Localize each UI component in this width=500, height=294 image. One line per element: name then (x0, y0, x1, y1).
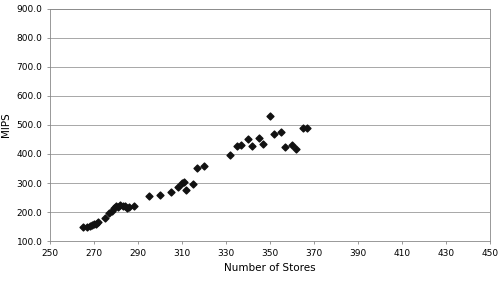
Point (123, 205, 131, 210)
Point (108, 208, 116, 213)
Point (94, 220, 102, 225)
Point (88, 223, 96, 228)
Point (200, 163, 208, 168)
Point (244, 137, 252, 142)
Point (79, 224, 87, 229)
Point (130, 203, 138, 208)
Y-axis label: MIPS: MIPS (1, 113, 11, 137)
Point (121, 204, 129, 209)
Point (189, 182, 197, 187)
Point (112, 204, 120, 209)
Point (101, 216, 109, 220)
Point (182, 188, 190, 193)
X-axis label: Number of Stores: Number of Stores (224, 263, 316, 273)
Point (84, 225, 92, 230)
Point (194, 166, 202, 171)
Point (118, 203, 126, 208)
Point (180, 179, 188, 184)
Point (299, 126, 307, 130)
Point (114, 204, 122, 209)
Point (156, 193, 164, 198)
Point (116, 203, 124, 207)
Point (106, 211, 114, 216)
Point (304, 126, 312, 131)
Point (145, 194, 153, 198)
Point (125, 204, 133, 209)
Point (86, 224, 94, 228)
Point (178, 181, 186, 186)
Point (277, 130, 285, 135)
Point (282, 144, 290, 149)
Point (233, 143, 241, 148)
Point (288, 143, 296, 148)
Point (174, 185, 182, 190)
Point (266, 114, 274, 118)
Point (167, 189, 175, 194)
Point (226, 153, 234, 158)
Point (110, 205, 118, 210)
Point (270, 131, 278, 136)
Point (238, 142, 246, 147)
Point (92, 222, 100, 227)
Point (255, 136, 263, 140)
Point (292, 146, 300, 151)
Point (90, 221, 98, 226)
Point (260, 142, 268, 147)
Point (248, 143, 256, 148)
